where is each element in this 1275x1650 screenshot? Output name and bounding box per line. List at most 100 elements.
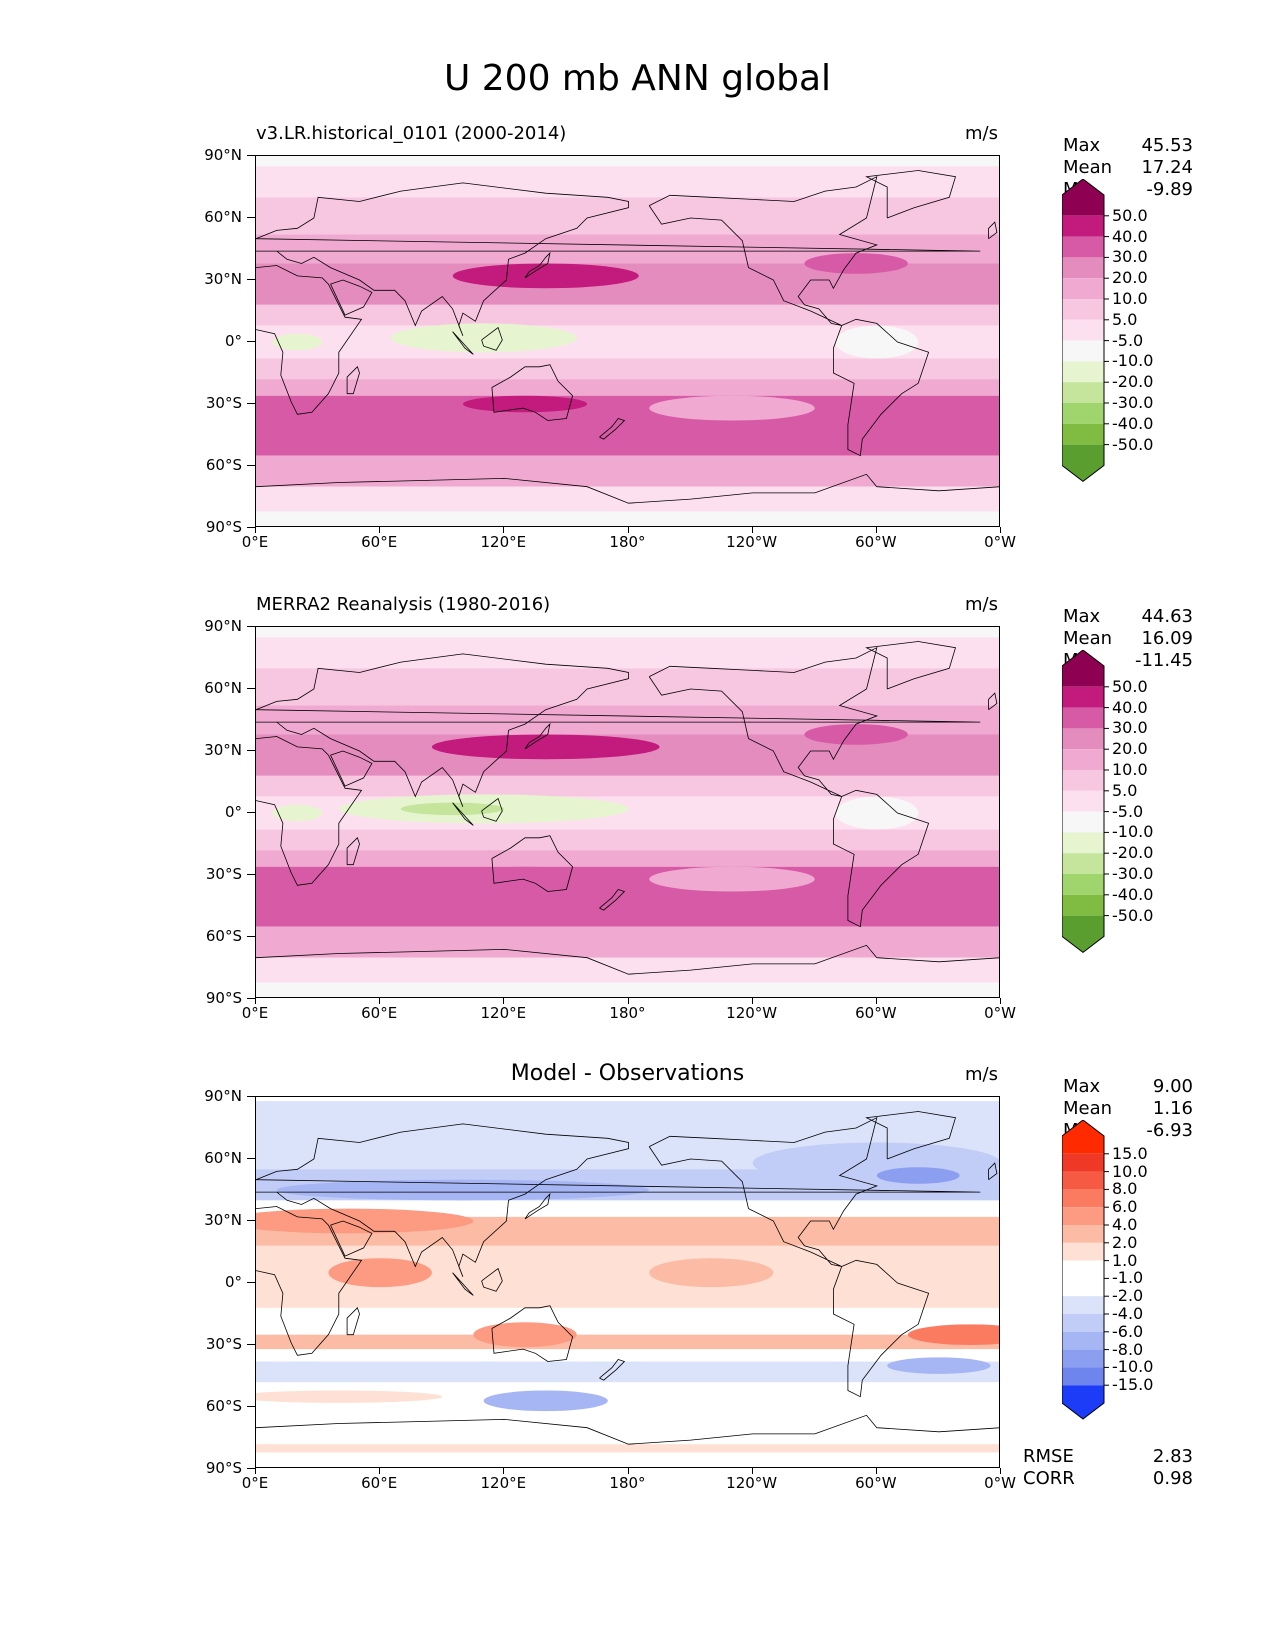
colorbar-label: 50.0 <box>1112 205 1148 225</box>
lon-tick-mark <box>1000 527 1001 533</box>
stat-mean-label: Mean <box>1063 157 1113 178</box>
coastline <box>648 1116 879 1267</box>
colorbar-label: -5.0 <box>1112 801 1144 821</box>
colorbar-label: 40.0 <box>1112 226 1148 246</box>
lat-tick-label: 90°N <box>204 617 242 635</box>
rmse-value: 2.83 <box>1152 1446 1193 1467</box>
lon-tick-label: 60°E <box>361 533 398 551</box>
field-band <box>256 1334 999 1350</box>
lat-tick-label: 60°S <box>205 1397 242 1415</box>
lon-tick-label: 0°E <box>241 1004 269 1022</box>
coastline <box>346 1307 360 1336</box>
lat-tick-mark <box>247 1282 255 1283</box>
coastline <box>865 1111 957 1160</box>
negative-anomaly <box>483 1390 608 1412</box>
lon-tick-mark <box>379 527 381 533</box>
coastline <box>481 326 503 351</box>
colorbar-segment <box>1062 1171 1104 1190</box>
coastline <box>481 797 503 822</box>
colorbar-label: -50.0 <box>1112 905 1154 925</box>
lat-tick-mark <box>247 1158 255 1159</box>
lon-tick-mark <box>875 998 877 1004</box>
colorbar-segment <box>1062 403 1104 424</box>
colorbar-segment <box>1062 1314 1104 1332</box>
field-band <box>256 1361 999 1383</box>
lat-tick-label: 30°N <box>204 741 242 759</box>
coastline <box>833 318 930 457</box>
colorbar-label: -40.0 <box>1112 884 1154 904</box>
calm-region <box>835 325 919 359</box>
lat-tick-label: 60°S <box>205 927 242 945</box>
lon-tick-label: 0°W <box>984 1004 1016 1022</box>
coastline <box>491 1305 574 1362</box>
lon-tick-label: 180° <box>609 1004 646 1022</box>
lat-tick-mark <box>247 465 255 466</box>
positive-anomaly <box>328 1258 432 1288</box>
lat-tick-label: 30°S <box>205 394 242 412</box>
lat-tick-mark <box>247 1096 255 1097</box>
lon-tick-label: 60°W <box>855 1004 897 1022</box>
figure-title: U 200 mb ANN global <box>443 58 832 99</box>
colorbar-label: 50.0 <box>1112 676 1148 696</box>
stat-min-value: -11.45 <box>1134 650 1193 671</box>
coastline <box>648 175 879 326</box>
panel-title: MERRA2 Reanalysis (1980-2016) <box>256 594 551 615</box>
colorbar-label: -2.0 <box>1112 1286 1144 1306</box>
colorbar-label: 2.0 <box>1112 1232 1138 1252</box>
colorbar-segment <box>1062 832 1104 854</box>
colorbar-label: 15.0 <box>1112 1143 1148 1163</box>
jet-core <box>431 734 660 760</box>
colorbar-label: 10.0 <box>1112 289 1148 308</box>
colorbar-label: -20.0 <box>1112 843 1154 863</box>
coastline <box>256 265 363 415</box>
positive-anomaly <box>907 1324 999 1345</box>
colorbar-label: -4.0 <box>1112 1304 1144 1323</box>
lat-tick-mark <box>247 812 255 813</box>
colorbar-segment <box>1062 1296 1104 1314</box>
map-svg <box>256 627 999 997</box>
negative-anomaly <box>876 1167 960 1184</box>
coastline <box>330 750 373 787</box>
coastline <box>330 1220 373 1257</box>
coastline <box>256 182 981 336</box>
coastline <box>330 279 373 316</box>
colorbar-label: -8.0 <box>1112 1339 1144 1359</box>
lon-tick-mark <box>503 527 505 533</box>
jet-core <box>452 263 639 289</box>
colorbar-segment <box>1062 1242 1104 1261</box>
lon-tick-mark <box>379 1468 381 1474</box>
colorbar-segment <box>1062 1120 1104 1154</box>
colorbar-segment <box>1062 444 1104 482</box>
lat-tick-mark <box>247 1468 255 1469</box>
coastline <box>452 331 474 355</box>
lat-tick-label: 60°N <box>204 1149 242 1167</box>
lon-tick-label: 180° <box>609 1474 646 1492</box>
colorbar-segment <box>1062 853 1104 874</box>
lon-tick-mark <box>627 998 629 1004</box>
colorbar-segment <box>1062 1225 1104 1243</box>
colorbar-segment <box>1062 749 1104 770</box>
units-label: m/s <box>965 123 998 144</box>
lat-tick-mark <box>247 874 255 875</box>
stat-max-value: 44.63 <box>1141 606 1193 627</box>
stat-max-label: Max <box>1063 1076 1101 1097</box>
lat-tick-label: 90°N <box>204 146 242 164</box>
coastline <box>256 944 999 975</box>
coastline <box>524 251 551 279</box>
lat-tick-label: 30°N <box>204 270 242 288</box>
lon-tick-label: 180° <box>609 533 646 551</box>
colorbar-segment <box>1062 650 1104 687</box>
colorbar-segment <box>1062 1260 1104 1279</box>
panel-difference: Model - Observations m/s Max 9.00 Mean 1.1… <box>0 1061 1275 1556</box>
lon-tick-mark <box>1000 998 1001 1004</box>
lon-tick-mark <box>751 1468 753 1474</box>
easterly-region <box>272 333 323 351</box>
lon-tick-label: 120°W <box>726 1474 778 1492</box>
units-label: m/s <box>965 1064 998 1085</box>
colorbar-label: 5.0 <box>1112 309 1138 329</box>
colorbar-svg <box>1062 650 1109 954</box>
coastline <box>865 170 957 219</box>
colorbar-segment <box>1062 299 1104 320</box>
coastline <box>452 802 474 826</box>
lat-tick-label: 90°S <box>205 989 242 1007</box>
